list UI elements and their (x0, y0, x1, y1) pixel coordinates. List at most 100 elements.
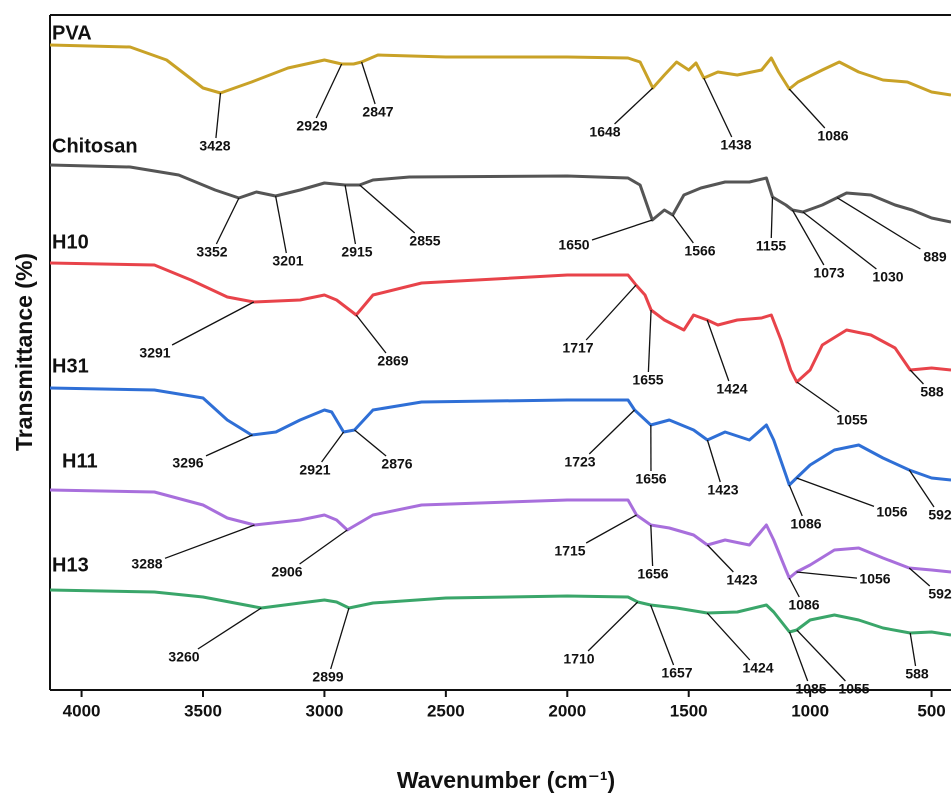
leader-line (706, 544, 734, 573)
leader-line (909, 369, 924, 385)
series-label: H13 (52, 554, 89, 576)
x-tick-label: 2500 (427, 701, 465, 720)
peak-label: 1656 (635, 471, 666, 487)
x-tick-label: 3000 (306, 701, 344, 720)
x-tick-label: 4000 (63, 701, 101, 720)
spectrum-line (50, 488, 951, 580)
peak-label: 1056 (876, 504, 907, 520)
peak-label: 1648 (589, 124, 620, 140)
peak-label: 1656 (637, 566, 668, 582)
peak-label: 1085 (795, 681, 826, 697)
leader-line (796, 571, 858, 579)
leader-line (344, 184, 357, 245)
peak-label: 2876 (381, 456, 412, 472)
peak-label: 1710 (563, 651, 594, 667)
spectrum-line (50, 588, 951, 637)
leader-line (354, 429, 387, 457)
spectrum-line (50, 43, 951, 97)
peak-label: 1086 (817, 128, 848, 144)
leader-line (788, 631, 809, 682)
leader-line (796, 629, 846, 682)
leader-line (360, 61, 376, 105)
x-tick-label: 500 (917, 701, 945, 720)
peak-label: 1650 (558, 237, 589, 253)
leader-line (614, 87, 654, 125)
y-axis-label: Transmittance (%) (11, 253, 37, 451)
peak-label: 2847 (362, 104, 393, 120)
series-label: Chitosan (52, 135, 138, 157)
peak-label: 3428 (199, 138, 230, 154)
peak-label: 2906 (271, 564, 302, 580)
peak-label: 1423 (726, 572, 757, 588)
leader-line (215, 92, 222, 139)
leader-line (321, 431, 345, 463)
x-tick-label: 1000 (791, 701, 829, 720)
spectrum-line (50, 386, 951, 487)
peak-label: 1073 (813, 265, 844, 281)
leader-line (587, 601, 639, 652)
peak-label: 1030 (872, 269, 903, 285)
peak-label: 889 (923, 249, 947, 265)
peak-label: 1424 (716, 381, 747, 397)
leader-line (585, 284, 637, 341)
leader-line (791, 209, 825, 266)
leader-line (802, 211, 877, 270)
leader-line (359, 184, 416, 234)
series-label: H31 (52, 355, 89, 377)
peak-label: 2929 (296, 118, 327, 134)
leader-line (788, 88, 826, 129)
leader-line (672, 214, 694, 244)
leader-line (215, 197, 240, 245)
peak-label: 1155 (756, 238, 787, 254)
peak-label: 2899 (312, 669, 343, 685)
peak-label: 3291 (139, 345, 170, 361)
leader-line (909, 632, 917, 667)
leader-line (171, 301, 255, 346)
peak-label: 1715 (554, 543, 585, 559)
peak-label: 3288 (131, 556, 162, 572)
leader-line (647, 309, 652, 373)
x-tick-label: 2000 (548, 701, 586, 720)
peak-label: 1438 (720, 137, 751, 153)
leader-line (703, 77, 733, 138)
leader-line (591, 219, 653, 241)
peak-label: 1423 (707, 482, 738, 498)
peak-label: 1717 (562, 340, 593, 356)
x-tick-label: 3500 (184, 701, 222, 720)
peak-label: 1424 (742, 660, 773, 676)
leader-line (908, 567, 931, 587)
peak-label: 2869 (377, 353, 408, 369)
x-tick-label: 1500 (670, 701, 708, 720)
leader-line (274, 195, 287, 254)
leader-line (315, 63, 343, 119)
leader-line (650, 524, 654, 567)
peak-label: 1566 (684, 243, 715, 259)
peak-label: 2921 (299, 462, 330, 478)
series-label: H11 (62, 450, 98, 472)
leader-line (299, 529, 348, 565)
series-label: PVA (52, 22, 92, 44)
leader-line (788, 577, 800, 598)
leader-line (585, 514, 637, 544)
x-axis-label: Wavenumber (cm⁻¹) (397, 767, 615, 793)
leader-line (164, 524, 255, 559)
peak-label: 2855 (409, 233, 440, 249)
leader-line (770, 196, 774, 239)
peak-label: 3201 (272, 253, 303, 269)
peak-label: 3296 (172, 455, 203, 471)
leader-line (197, 607, 262, 650)
leader-line (796, 381, 840, 413)
leader-line (355, 314, 387, 354)
peak-label: 2915 (341, 244, 372, 260)
peak-label: 588 (920, 384, 944, 400)
peak-label: 1086 (788, 597, 819, 613)
peak-label: 592 (928, 586, 952, 602)
leader-line (836, 197, 921, 250)
peak-label: 1055 (836, 412, 867, 428)
leader-line (706, 612, 751, 661)
leader-line (706, 319, 730, 382)
spectrum-line (50, 261, 951, 384)
peak-label: 3260 (168, 649, 199, 665)
